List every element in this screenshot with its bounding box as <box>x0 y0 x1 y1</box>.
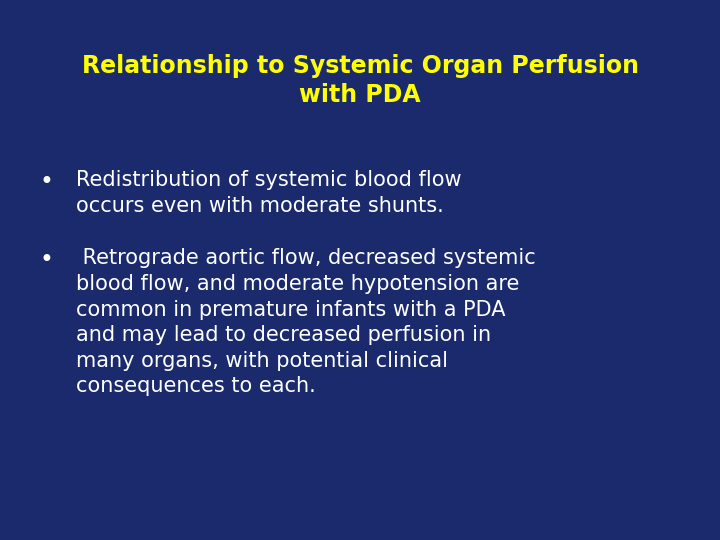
Text: Retrograde aortic flow, decreased systemic
blood flow, and moderate hypotension : Retrograde aortic flow, decreased system… <box>76 248 536 396</box>
Text: Redistribution of systemic blood flow
occurs even with moderate shunts.: Redistribution of systemic blood flow oc… <box>76 170 462 215</box>
Text: Relationship to Systemic Organ Perfusion
with PDA: Relationship to Systemic Organ Perfusion… <box>81 54 639 107</box>
Text: •: • <box>40 248 53 272</box>
Text: •: • <box>40 170 53 194</box>
